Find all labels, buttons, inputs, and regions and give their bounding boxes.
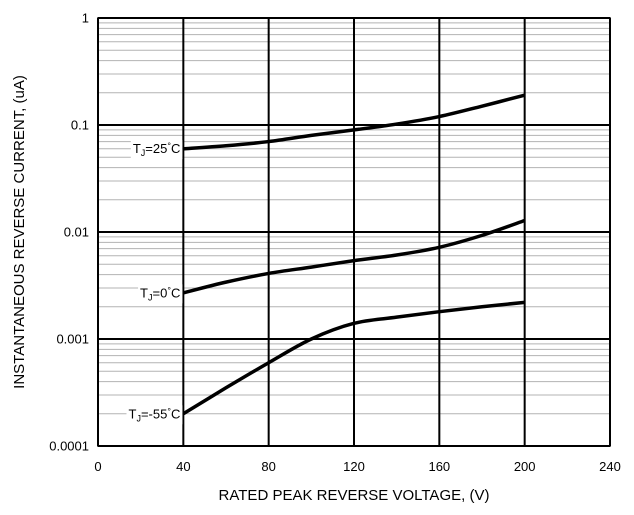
x-tick-label: 160: [428, 459, 450, 474]
series-label-text: TJ=0°C: [140, 285, 180, 302]
series-line-0: [183, 93, 526, 151]
series-label-bg: [138, 284, 183, 304]
y-tick-label: 0.1: [71, 118, 89, 133]
series-label-1: TJ=0°C: [138, 284, 183, 304]
series-line-2: [182, 300, 525, 416]
x-tick-label: 0: [94, 459, 101, 474]
series-layer: [182, 93, 526, 416]
series-line-1: [182, 218, 526, 295]
y-tick-labels: 0.0001 0.001 0.01 0.1 1: [49, 11, 89, 454]
x-tick-label: 240: [599, 459, 621, 474]
series-label-bg: [126, 405, 183, 425]
x-tick-label: 40: [176, 459, 190, 474]
x-tick-label: 200: [514, 459, 536, 474]
x-axis-title: RATED PEAK REVERSE VOLTAGE, (V): [219, 487, 490, 504]
series-label-text: TJ=-55°C: [128, 406, 180, 423]
x-tick-label: 80: [261, 459, 275, 474]
x-tick-labels: 0 40 80 120 160 200 240: [94, 459, 620, 474]
y-tick-label: 0.0001: [49, 439, 89, 454]
series-label-2: TJ=-55°C: [126, 405, 183, 425]
plot-frame: [97, 17, 611, 447]
x-tick-label: 120: [343, 459, 365, 474]
series-label-bg: [130, 140, 183, 160]
y-tick-label: 1: [82, 11, 89, 26]
series-label-text: TJ=25°C: [133, 141, 181, 158]
y-axis-title: INSTANTANEOUS REVERSE CURRENT, (uA): [11, 75, 28, 389]
y-tick-label: 0.001: [56, 332, 89, 347]
y-tick-label: 0.01: [64, 225, 89, 240]
series-label-0: TJ=25°C: [130, 140, 183, 160]
curve-labels: TJ=25°C TJ=0°C TJ=-55°C: [126, 140, 183, 425]
